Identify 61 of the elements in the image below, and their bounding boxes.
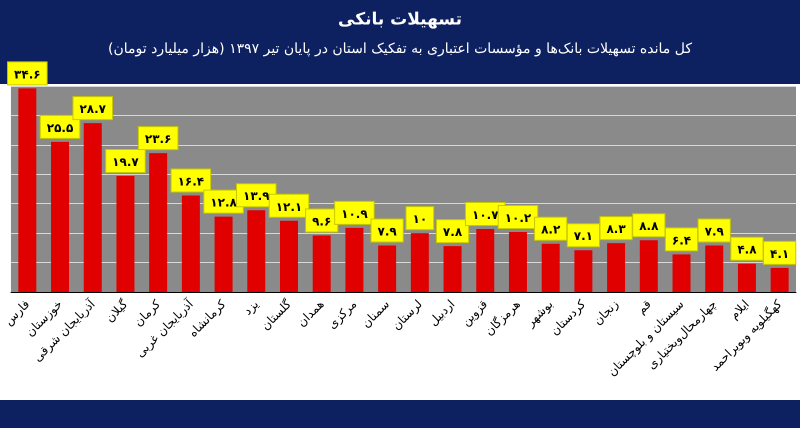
chart-title: تسهیلات بانکی xyxy=(338,10,462,30)
x-tick-label: قزوین xyxy=(458,297,490,329)
bar xyxy=(182,195,200,292)
bar xyxy=(247,210,266,292)
bar xyxy=(312,235,331,292)
bar xyxy=(378,246,396,292)
data-label: ۱۳.۹ xyxy=(243,189,270,204)
bar xyxy=(149,153,168,292)
x-tick-label: ایلام xyxy=(726,297,752,322)
data-label: ۸.۳ xyxy=(606,222,626,236)
bar xyxy=(280,220,298,292)
x-tick-label: مرکزی xyxy=(324,297,360,332)
x-tick-label: قم xyxy=(634,297,654,317)
data-label: ۲۸.۷ xyxy=(79,102,107,116)
data-label: ۴.۱ xyxy=(770,246,790,261)
bar xyxy=(508,232,527,292)
x-tick-label: کرمان xyxy=(131,296,164,330)
x-tick-label: اردبیل xyxy=(426,297,458,329)
bar xyxy=(542,244,560,292)
bar xyxy=(476,229,494,292)
x-tick-label: گیلان xyxy=(102,296,131,325)
bar xyxy=(410,233,429,292)
bar xyxy=(51,142,70,292)
bar xyxy=(345,228,364,292)
data-label: ۱۰.۲ xyxy=(504,210,532,225)
data-label: ۸.۸ xyxy=(639,219,660,234)
bar xyxy=(738,264,756,292)
bar xyxy=(214,216,233,292)
x-tick-label: زنجان xyxy=(590,296,622,328)
bar xyxy=(116,176,134,292)
data-label: ۲۳.۶ xyxy=(144,132,172,146)
x-tick-label: همدان xyxy=(294,297,327,330)
data-label: ۱۲.۸ xyxy=(210,196,238,210)
data-label: ۴.۸ xyxy=(737,242,758,257)
data-label: ۱۹.۷ xyxy=(112,155,140,170)
data-label: ۲۵.۵ xyxy=(46,120,74,135)
bar xyxy=(640,240,658,292)
bar xyxy=(84,123,102,292)
data-label: ۷.۹ xyxy=(378,224,398,239)
data-label: ۹.۶ xyxy=(312,214,332,228)
data-label: ۱۲.۱ xyxy=(276,200,302,214)
bar xyxy=(770,268,789,292)
bar xyxy=(18,88,36,292)
data-label: ۸.۲ xyxy=(541,222,561,237)
x-tick-label: فارس xyxy=(1,297,32,328)
bar xyxy=(607,243,626,292)
bar xyxy=(672,254,691,292)
data-label: ۷.۸ xyxy=(442,225,463,240)
data-label: ۳۴.۶ xyxy=(14,67,41,82)
data-label: ۷.۱ xyxy=(574,229,593,244)
bar xyxy=(574,250,592,292)
x-tick-label: بوشهر xyxy=(522,297,556,330)
data-label: ۱۰.۷ xyxy=(472,208,500,222)
data-label: ۱۰.۹ xyxy=(341,206,368,221)
chart-subtitle: کل مانده تسهیلات بانک‌ها و مؤسسات اعتباری به تفکیک استان در پایان تیر ۱۳۹۷ (هزار میلیارد تومان) xyxy=(108,41,692,57)
bar xyxy=(444,246,462,292)
data-label: ۶.۴ xyxy=(672,233,692,248)
data-label: ۷.۹ xyxy=(704,224,724,239)
data-label: ۱۶.۴ xyxy=(178,174,204,188)
bar xyxy=(705,246,724,292)
data-label: ۱۰ xyxy=(412,212,428,226)
